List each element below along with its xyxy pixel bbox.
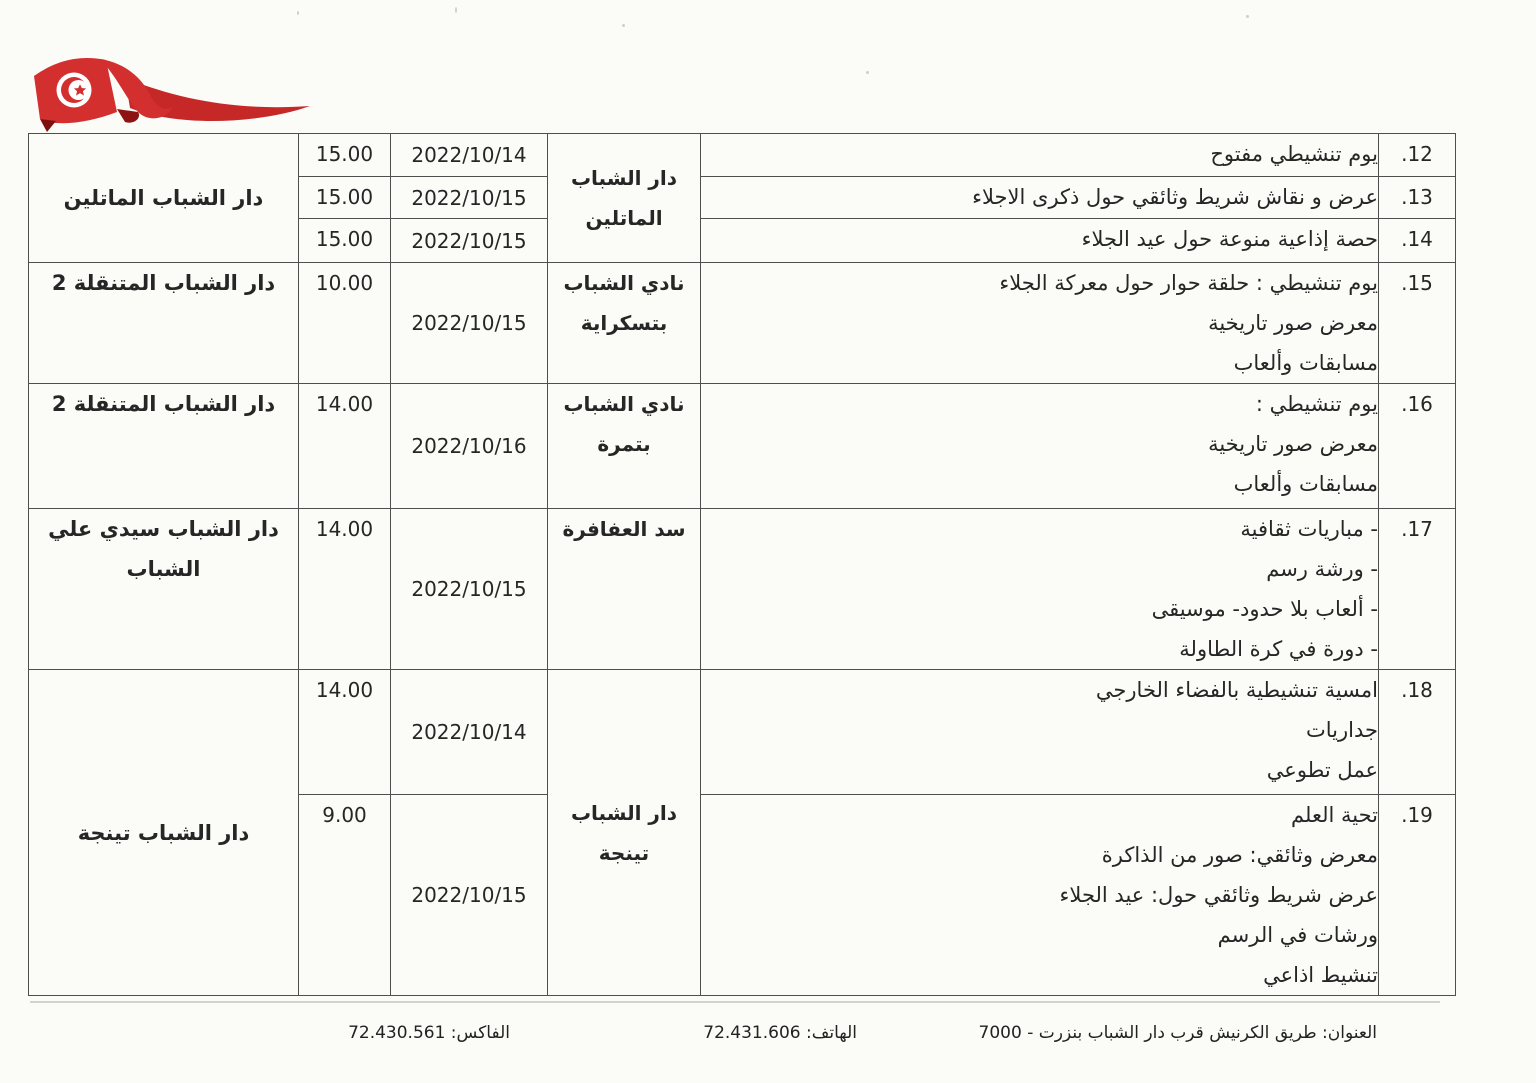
date-cell: 2022/10/15 bbox=[390, 794, 548, 996]
activity-cell: امسية تنشيطية بالفضاء الخارجي جداريات عم… bbox=[700, 669, 1379, 795]
date-cell: 2022/10/14 bbox=[390, 669, 548, 795]
row-number-cell: 14. bbox=[1378, 218, 1456, 263]
scan-artifact-line bbox=[30, 1001, 1440, 1003]
row-number-cell: 15. bbox=[1378, 262, 1456, 384]
table-row: 16. يوم تنشيطي : معرض صور تاريخية مسابقا… bbox=[28, 383, 1456, 509]
venue-cell: سد العفافرة bbox=[547, 508, 701, 670]
time-cell: 9.00 bbox=[298, 794, 391, 996]
venue-cell: دار الشباب الماتلين bbox=[547, 133, 701, 263]
table-row: 12. يوم تنشيطي مفتوح دار الشباب الماتلين… bbox=[28, 133, 1456, 263]
activity-cell: عرض و نقاش شريط وثائقي حول ذكرى الاجلاء bbox=[700, 176, 1379, 219]
activity-cell: تحية العلم معرض وثائقي: صور من الذاكرة ع… bbox=[700, 794, 1379, 996]
organization-cell: دار الشباب الماتلين bbox=[28, 133, 299, 263]
date-cell: 2022/10/15 bbox=[390, 218, 548, 263]
time-cell: 14.00 bbox=[298, 508, 391, 670]
row-number-cell: 16. bbox=[1378, 383, 1456, 509]
table-row: 15. يوم تنشيطي : حلقة حوار حول معركة الج… bbox=[28, 262, 1456, 384]
scan-speck bbox=[297, 11, 299, 15]
organization-cell: دار الشباب المتنقلة 2 bbox=[28, 383, 299, 509]
time-cell: 15.00 bbox=[298, 176, 391, 219]
table-row: 14. حصة إذاعية منوعة حول عيد الجلاء 2022… bbox=[29, 218, 1456, 263]
date-cell: 2022/10/16 bbox=[390, 383, 548, 509]
footer-phone: الهاتف: 72.431.606 bbox=[703, 1023, 857, 1043]
row-number-cell: 17. bbox=[1378, 508, 1456, 670]
footer-fax: الفاكس: 72.430.561 bbox=[348, 1023, 510, 1043]
activity-cell: يوم تنشيطي مفتوح bbox=[700, 133, 1379, 177]
time-cell: 10.00 bbox=[298, 262, 391, 384]
scan-speck bbox=[866, 71, 869, 74]
row-number-cell: 12. bbox=[1378, 133, 1456, 177]
time-cell: 14.00 bbox=[298, 669, 391, 795]
tunisia-flag-ribbon-icon bbox=[30, 50, 315, 136]
table-row: 17. - مباريات ثقافية - ورشة رسم - ألعاب … bbox=[28, 508, 1456, 670]
date-cell: 2022/10/14 bbox=[390, 133, 548, 177]
scan-speck bbox=[1246, 15, 1249, 18]
row-number-cell: 19. bbox=[1378, 794, 1456, 996]
venue-cell: نادي الشباب بتسكراية bbox=[547, 262, 701, 384]
organization-cell: دار الشباب تينجة bbox=[28, 669, 299, 996]
activities-schedule-table: 12. يوم تنشيطي مفتوح دار الشباب الماتلين… bbox=[28, 133, 1456, 996]
date-cell: 2022/10/15 bbox=[390, 508, 548, 670]
activity-cell: يوم تنشيطي : معرض صور تاريخية مسابقات وأ… bbox=[700, 383, 1379, 509]
activity-cell: حصة إذاعية منوعة حول عيد الجلاء bbox=[700, 218, 1379, 263]
scan-speck bbox=[622, 24, 625, 27]
date-cell: 2022/10/15 bbox=[390, 262, 548, 384]
table-row: 13. عرض و نقاش شريط وثائقي حول ذكرى الاج… bbox=[29, 176, 1456, 219]
activity-cell: - مباريات ثقافية - ورشة رسم - ألعاب بلا … bbox=[700, 508, 1379, 670]
row-number-cell: 18. bbox=[1378, 669, 1456, 795]
date-cell: 2022/10/15 bbox=[390, 176, 548, 219]
table-row: 19. تحية العلم معرض وثائقي: صور من الذاك… bbox=[29, 794, 1456, 996]
organization-cell: دار الشباب سيدي علي الشباب bbox=[28, 508, 299, 670]
row-number-cell: 13. bbox=[1378, 176, 1456, 219]
organization-cell: دار الشباب المتنقلة 2 bbox=[28, 262, 299, 384]
venue-cell: دار الشباب تينجة bbox=[547, 669, 701, 996]
footer-address: العنوان: طريق الكرنيش قرب دار الشباب بنز… bbox=[978, 1023, 1377, 1043]
time-cell: 14.00 bbox=[298, 383, 391, 509]
scan-speck bbox=[455, 7, 457, 13]
venue-cell: نادي الشباب بتمرة bbox=[547, 383, 701, 509]
table-row: 18. امسية تنشيطية بالفضاء الخارجي جداريا… bbox=[28, 669, 1456, 996]
time-cell: 15.00 bbox=[298, 133, 391, 177]
time-cell: 15.00 bbox=[298, 218, 391, 263]
activity-cell: يوم تنشيطي : حلقة حوار حول معركة الجلاء … bbox=[700, 262, 1379, 384]
